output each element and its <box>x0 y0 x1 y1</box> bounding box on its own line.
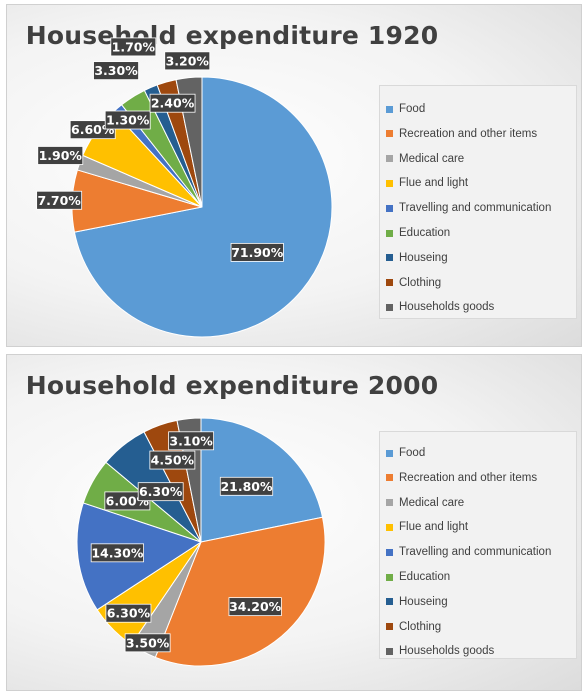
legend: Food Recreation and other items Medical ca… <box>379 431 577 659</box>
legend-swatch <box>386 105 393 113</box>
legend-label: Recreation and other items <box>399 127 538 140</box>
legend-item-food: Food <box>386 102 425 116</box>
legend-item-flue-and-light: Flue and light <box>386 520 468 534</box>
legend-label: Flue and light <box>399 521 469 534</box>
legend-label: Education <box>399 227 451 239</box>
svg-text:6.30%: 6.30% <box>139 484 183 499</box>
legend-swatch <box>386 499 393 507</box>
legend-label: Travelling and communication <box>399 202 552 215</box>
legend-swatch <box>386 598 393 606</box>
pie-chart-2000: 21.80%34.20%3.50%6.30%14.30%6.00%6.30%4.… <box>76 417 326 667</box>
data-label-medical-care: 3.50% <box>124 633 171 653</box>
pie-chart-1920: 71.90% 7.70% 1.90% 6.60%1.30% 3.30% 1.70% 2.40… <box>36 37 333 338</box>
legend-item-medical-care: Medical care <box>386 152 464 166</box>
data-label-houseing: 6.30% <box>137 482 184 502</box>
legend-label: Recreation and other items <box>399 471 538 484</box>
legend-label: Flue and light <box>399 177 469 190</box>
legend-swatch <box>386 548 393 556</box>
legend-swatch <box>386 449 393 457</box>
legend-label: Education <box>399 571 451 583</box>
legend-item-recreation-and-other-items: Recreation and other items <box>386 471 537 485</box>
chart-panel-1920: Household expenditure 1920 71.90% 7.70% 1.… <box>6 4 582 347</box>
legend-item-education: Education <box>386 226 450 240</box>
svg-text:71.90%: 71.90% <box>231 245 284 260</box>
svg-text:6.30%: 6.30% <box>107 606 151 621</box>
legend-label: Houseing <box>399 595 448 608</box>
legend-swatch <box>386 573 393 581</box>
legend-item-recreation-and-other-items: Recreation and other items <box>386 127 537 141</box>
svg-text:1.70%: 1.70% <box>112 39 156 54</box>
data-label-flue-and-light: 6.30% <box>105 603 152 623</box>
svg-text:34.20%: 34.20% <box>229 599 282 614</box>
legend-item-education: Education <box>386 570 450 584</box>
legend-label: Clothing <box>399 620 442 633</box>
legend-item-flue-and-light: Flue and light <box>386 176 468 190</box>
legend-label: Food <box>399 103 426 115</box>
legend-label: Travelling and communication <box>399 546 552 559</box>
svg-text:3.30%: 3.30% <box>94 63 138 78</box>
legend-label: Households goods <box>399 301 495 314</box>
data-label-travelling-and-communication: 14.30% <box>90 543 144 563</box>
data-label-households-goods: 3.10% <box>168 431 215 451</box>
pie-slice-recreation-and-other-items <box>154 516 326 667</box>
legend-swatch <box>386 204 393 212</box>
legend-item-houseing: Houseing <box>386 251 448 265</box>
legend-item-households-goods: Households goods <box>386 300 494 314</box>
legend-swatch <box>386 303 393 311</box>
legend-item-food: Food <box>386 446 425 460</box>
legend-swatch <box>386 623 393 631</box>
legend-swatch <box>386 229 393 237</box>
chart-title: Household expenditure 1920 <box>25 21 439 50</box>
data-label-flue-and-light: 6.60% <box>69 120 116 140</box>
svg-text:7.70%: 7.70% <box>37 193 81 208</box>
data-label-education: 3.30% <box>93 61 139 81</box>
svg-text:21.80%: 21.80% <box>220 479 273 494</box>
legend-label: Clothing <box>399 276 442 289</box>
legend-item-clothing: Clothing <box>386 620 441 634</box>
svg-text:1.90%: 1.90% <box>39 148 83 163</box>
svg-text:14.30%: 14.30% <box>91 545 144 560</box>
legend-swatch <box>386 155 393 163</box>
legend: Food Recreation and other items Medical ca… <box>379 85 577 319</box>
legend-swatch <box>386 254 393 262</box>
legend-label: Houseing <box>399 251 448 264</box>
legend-item-clothing: Clothing <box>386 276 441 290</box>
legend-item-houseing: Houseing <box>386 595 448 609</box>
data-label-recreation-and-other-items: 7.70% <box>36 190 83 210</box>
legend-label: Medical care <box>399 496 465 509</box>
legend-swatch <box>386 523 393 531</box>
legend-swatch <box>386 647 393 655</box>
legend-item-travelling-and-communication: Travelling and communication <box>386 545 551 559</box>
legend-label: Medical care <box>399 152 465 165</box>
pie-slice-food <box>73 76 333 338</box>
legend-item-travelling-and-communication: Travelling and communication <box>386 201 551 215</box>
legend-swatch <box>386 179 393 187</box>
data-label-food: 21.80% <box>219 476 274 496</box>
svg-text:1.30%: 1.30% <box>106 113 150 128</box>
data-label-medical-care: 1.90% <box>37 146 84 165</box>
legend-item-medical-care: Medical care <box>386 496 464 510</box>
svg-text:3.20%: 3.20% <box>166 53 210 68</box>
chart-title: Household expenditure 2000 <box>25 371 439 400</box>
legend-label: Food <box>399 447 426 459</box>
data-label-travelling-and-communication: 1.30% <box>104 110 151 130</box>
data-label-food: 71.90% <box>230 243 284 262</box>
data-label-houseing: 1.70% <box>110 37 157 57</box>
legend-item-households-goods: Households goods <box>386 644 494 658</box>
svg-text:3.10%: 3.10% <box>169 433 213 448</box>
chart-panel-2000: Household expenditure 2000 21.80% 34.20% 3… <box>6 354 582 691</box>
svg-text:2.40%: 2.40% <box>151 96 195 111</box>
data-label-households-goods: 3.20% <box>164 51 211 71</box>
data-label-recreation-and-other-items: 34.20% <box>228 597 282 617</box>
legend-swatch <box>386 279 393 287</box>
data-label-clothing: 4.50% <box>149 450 196 470</box>
svg-text:4.50%: 4.50% <box>151 453 195 468</box>
legend-label: Households goods <box>399 645 495 658</box>
legend-swatch <box>386 130 393 138</box>
data-label-clothing: 2.40% <box>149 93 196 113</box>
svg-text:6.60%: 6.60% <box>71 122 115 137</box>
legend-swatch <box>386 474 393 482</box>
svg-text:3.50%: 3.50% <box>126 635 170 650</box>
